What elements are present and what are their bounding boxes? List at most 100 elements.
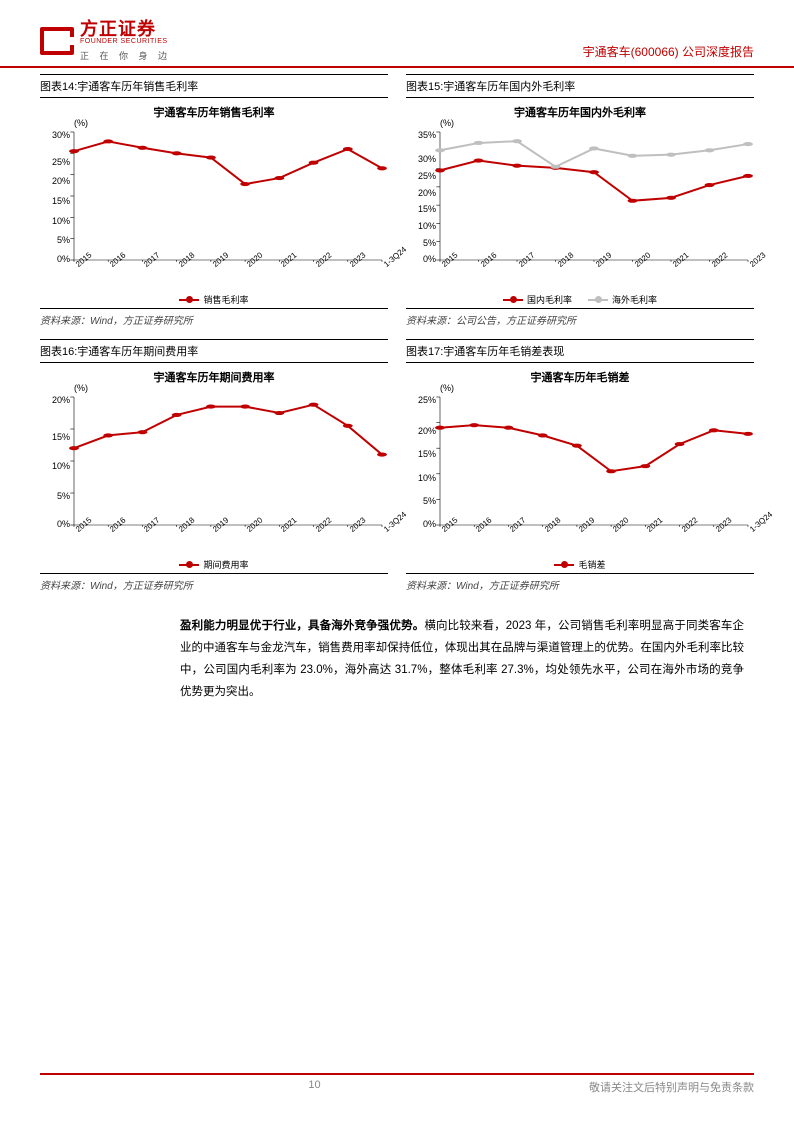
chart-block: 图表14:宇通客车历年销售毛利率宇通客车历年销售毛利率(%)30%25%20%1… bbox=[40, 74, 388, 335]
ytick-label: 10% bbox=[406, 473, 436, 483]
chart-block: 图表16:宇通客车历年期间费用率宇通客车历年期间费用率(%) 20% 15% 10% 5… bbox=[40, 339, 388, 600]
xtick-label: 2018 bbox=[177, 527, 191, 544]
xtick-label: 2018 bbox=[177, 262, 191, 279]
xtick-label: 2016 bbox=[479, 262, 493, 279]
charts-grid: 图表14:宇通客车历年销售毛利率宇通客车历年销售毛利率 (%) 30% 25% 20% 1… bbox=[40, 74, 754, 600]
legend-item: 毛销差 bbox=[554, 558, 605, 571]
xtick-label: 2021 bbox=[671, 262, 685, 279]
footer-disclaimer: 敬请关注文后特别声明与免责条款 bbox=[589, 1079, 754, 1095]
chart-legend: 销售毛利率 bbox=[40, 293, 388, 306]
xtick-label: 2023 bbox=[748, 262, 762, 279]
xtick-label: 2017 bbox=[142, 262, 156, 279]
xtick-label: 2017 bbox=[508, 527, 522, 544]
xtick-label: 2020 bbox=[245, 527, 259, 544]
chart-legend: 国内毛利率 海外毛利率 bbox=[406, 293, 754, 306]
xtick-label: 2019 bbox=[211, 527, 225, 544]
legend-label: 毛销差 bbox=[578, 558, 605, 571]
legend-marker-icon bbox=[554, 564, 574, 566]
chart-yticks: 30%25%20%15%10%5%0% bbox=[40, 132, 70, 260]
chart-title: 宇通客车历年国内外毛利率 bbox=[410, 104, 750, 120]
legend-label: 期间费用率 bbox=[203, 558, 248, 571]
logo-block: 方正证券 FOUNDER SECURITIES 正 在 你 身 边 bbox=[40, 20, 171, 62]
chart-caption: 图表15:宇通客车历年国内外毛利率 bbox=[406, 74, 754, 98]
chart-title: 宇通客车历年毛销差 bbox=[410, 369, 750, 385]
chart-plot bbox=[74, 132, 382, 260]
legend-item: 期间费用率 bbox=[179, 558, 248, 571]
legend-item: 海外毛利率 bbox=[588, 293, 657, 306]
xtick-label: 2021 bbox=[645, 527, 659, 544]
ytick-label: 10% bbox=[406, 221, 436, 231]
legend-item: 销售毛利率 bbox=[179, 293, 248, 306]
legend-label: 国内毛利率 bbox=[527, 293, 572, 306]
chart-source: 资料来源：公司公告，方正证券研究所 bbox=[406, 308, 754, 335]
chart-title: 宇通客车历年销售毛利率 bbox=[44, 104, 384, 120]
xtick-label: 2022 bbox=[314, 527, 328, 544]
chart-title: 宇通客车历年期间费用率 bbox=[44, 369, 384, 385]
xtick-label: 2017 bbox=[142, 527, 156, 544]
logo-icon bbox=[40, 27, 74, 55]
header-title: 宇通客车(600066) 公司深度报告 bbox=[583, 43, 754, 62]
chart-legend: 毛销差 bbox=[406, 558, 754, 571]
chart-block: 图表15:宇通客车历年国内外毛利率宇通客车历年国内外毛利率(%)35%30%25… bbox=[406, 74, 754, 335]
xtick-label: 2015 bbox=[74, 527, 88, 544]
xtick-label: 2023 bbox=[348, 262, 362, 279]
chart-legend: 期间费用率 bbox=[40, 558, 388, 571]
xtick-label: 2015 bbox=[74, 262, 88, 279]
xtick-label: 2018 bbox=[556, 262, 570, 279]
chart-xticks: 2015201620172018201920202021202220231-3Q… bbox=[74, 262, 382, 284]
ytick-label: 15% bbox=[40, 196, 70, 206]
chart-caption: 图表14:宇通客车历年销售毛利率 bbox=[40, 74, 388, 98]
chart-yticks: 20%15%10%5%0% bbox=[40, 397, 70, 525]
ytick-label: 10% bbox=[40, 461, 70, 471]
ytick-label: 20% bbox=[406, 188, 436, 198]
chart-xticks: 2015201620172018201920202021202220231-3Q… bbox=[74, 527, 382, 549]
xtick-label: 2020 bbox=[245, 262, 259, 279]
ytick-label: 35% bbox=[406, 130, 436, 140]
ytick-label: 0% bbox=[40, 519, 70, 529]
xtick-label: 2021 bbox=[279, 527, 293, 544]
body-paragraph: 盈利能力明显优于行业，具备海外竞争强优势。横向比较来看，2023 年，公司销售毛… bbox=[180, 616, 744, 703]
ytick-label: 30% bbox=[406, 154, 436, 164]
legend-marker-icon bbox=[179, 299, 199, 301]
legend-label: 海外毛利率 bbox=[612, 293, 657, 306]
chart-source: 资料来源：Wind，方正证券研究所 bbox=[40, 573, 388, 600]
ytick-label: 15% bbox=[406, 204, 436, 214]
xtick-label: 2019 bbox=[594, 262, 608, 279]
xtick-label: 2019 bbox=[577, 527, 591, 544]
chart-source: 资料来源：Wind，方正证券研究所 bbox=[40, 308, 388, 335]
xtick-label: 2016 bbox=[108, 527, 122, 544]
xtick-label: 2020 bbox=[633, 262, 647, 279]
ytick-label: 10% bbox=[40, 216, 70, 226]
ytick-label: 0% bbox=[40, 254, 70, 264]
chart-plot bbox=[440, 397, 748, 525]
ytick-label: 20% bbox=[40, 395, 70, 405]
ytick-label: 5% bbox=[40, 491, 70, 501]
content: 图表14:宇通客车历年销售毛利率宇通客车历年销售毛利率 (%) 30% 25% 20% 1… bbox=[0, 68, 794, 703]
xtick-label: 2022 bbox=[710, 262, 724, 279]
legend-marker-icon bbox=[503, 299, 523, 301]
xtick-label: 2016 bbox=[108, 262, 122, 279]
xtick-label: 2015 bbox=[440, 262, 454, 279]
xtick-label: 2022 bbox=[680, 527, 694, 544]
chart-box: 宇通客车历年期间费用率(%) 20% 15% 10% 5% 0% 2015 2016 2017 2… bbox=[40, 363, 388, 573]
chart-source: 资料来源：Wind，方正证券研究所 bbox=[406, 573, 754, 600]
chart-yticks: 25%20%15%10%5%0% bbox=[406, 397, 436, 525]
ytick-label: 15% bbox=[40, 432, 70, 442]
xtick-label: 1-3Q24 bbox=[382, 527, 396, 544]
ytick-label: 0% bbox=[406, 254, 436, 264]
legend-label: 销售毛利率 bbox=[203, 293, 248, 306]
legend-marker-icon bbox=[588, 299, 608, 301]
xtick-label: 2023 bbox=[714, 527, 728, 544]
legend-marker-icon bbox=[179, 564, 199, 566]
xtick-label: 2020 bbox=[611, 527, 625, 544]
chart-yticks: 35%30%25%20%15%10%5%0% bbox=[406, 132, 436, 260]
ytick-label: 20% bbox=[40, 176, 70, 186]
xtick-label: 2021 bbox=[279, 262, 293, 279]
ytick-label: 5% bbox=[406, 238, 436, 248]
chart-ylabel: (%) bbox=[74, 383, 88, 393]
chart-caption: 图表16:宇通客车历年期间费用率 bbox=[40, 339, 388, 363]
ytick-label: 25% bbox=[406, 395, 436, 405]
ytick-label: 25% bbox=[406, 171, 436, 181]
page-footer: 10 敬请关注文后特别声明与免责条款 bbox=[40, 1073, 754, 1095]
ytick-label: 5% bbox=[406, 496, 436, 506]
